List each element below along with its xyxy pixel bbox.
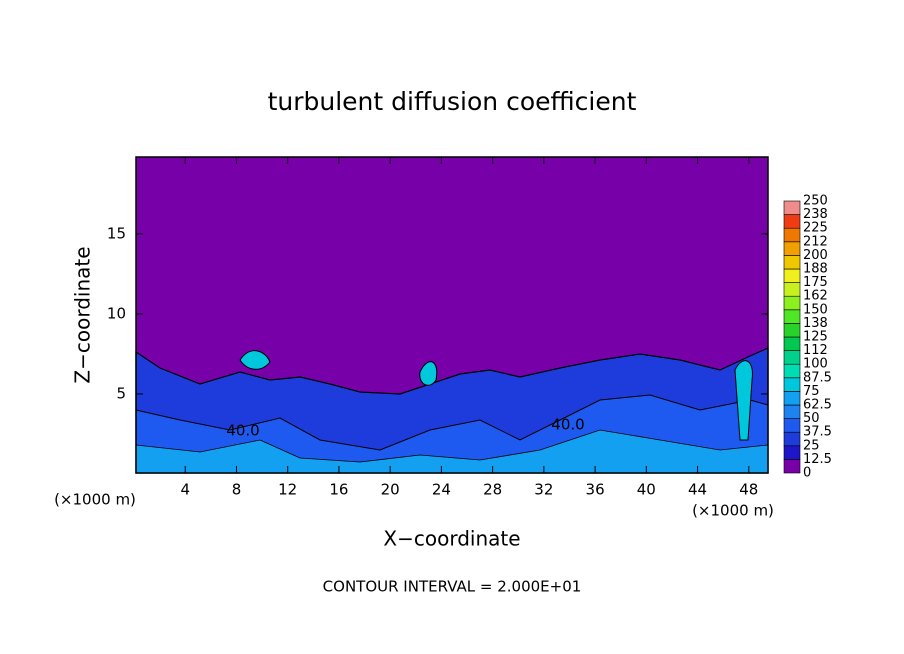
- colorbar-label: 212: [803, 234, 828, 249]
- colorbar-swatch: [783, 268, 801, 283]
- colorbar-swatch: [783, 459, 801, 474]
- colorbar-swatch: [783, 282, 801, 297]
- field: [135, 157, 769, 474]
- colorbar-swatch: [783, 295, 801, 311]
- x-unit-label: (×1000 m): [692, 502, 774, 520]
- contour-label: 40.0: [226, 422, 259, 440]
- colorbar-swatch: [783, 323, 801, 338]
- colorbar-swatch: [783, 214, 801, 229]
- colorbar-swatch: [783, 336, 801, 351]
- y-tick-label: 10: [107, 304, 126, 322]
- colorbar-label: 112: [803, 343, 828, 358]
- contour-label: 40.0: [551, 416, 584, 434]
- colorbar-swatch: [783, 241, 801, 256]
- colorbar-label: 250: [803, 194, 828, 209]
- colorbar-swatch: [783, 404, 801, 419]
- y-axis-label: Z−coordinate: [71, 246, 95, 383]
- y-tick-label: 5: [116, 384, 126, 402]
- colorbar-label: 125: [803, 330, 828, 345]
- field-blob: [239, 350, 753, 441]
- x-tick-label: 28: [483, 481, 502, 499]
- x-tick-label: 44: [688, 481, 707, 499]
- colorbar-swatch: [783, 445, 801, 460]
- colorbar-swatch: [783, 363, 801, 379]
- colorbar-swatch: [783, 255, 801, 270]
- x-tick-label: 48: [739, 481, 758, 499]
- y-unit-label: (×1000 m): [54, 491, 136, 509]
- plot-frame: [135, 156, 769, 474]
- x-tick-label: 36: [586, 481, 605, 499]
- colorbar-label: 87.5: [803, 370, 832, 385]
- colorbar-swatch: [783, 377, 801, 392]
- colorbar-label: 188: [803, 262, 828, 277]
- colorbar-label: 75: [803, 384, 820, 399]
- x-tick-label: 40: [637, 481, 656, 499]
- colorbar-swatch: [783, 350, 801, 365]
- colorbar-label: 25: [803, 438, 820, 453]
- colorbar-label: 37.5: [803, 425, 832, 440]
- x-tick-label: 8: [232, 481, 242, 499]
- x-tick-label: 24: [432, 481, 451, 499]
- colorbar-label: 200: [803, 248, 828, 263]
- x-tick-label: 4: [180, 481, 190, 499]
- colorbar-label: 162: [803, 289, 828, 304]
- x-tick-label: 16: [329, 481, 348, 499]
- x-axis-label: X−coordinate: [383, 527, 520, 551]
- x-tick-label: 32: [534, 481, 553, 499]
- x-tick-label: 20: [381, 481, 400, 499]
- colorbar-label: 138: [803, 316, 828, 331]
- colorbar-label: 0: [803, 466, 811, 481]
- colorbar-label: 100: [803, 357, 828, 372]
- y-tick-label: 15: [107, 224, 126, 242]
- colorbar-swatch: [783, 391, 801, 406]
- colorbar-swatch: [783, 431, 801, 447]
- colorbar-label: 62.5: [803, 398, 832, 413]
- colorbar-label: 175: [803, 275, 828, 290]
- colorbar-label: 50: [803, 411, 820, 426]
- colorbar-label: 238: [803, 207, 828, 222]
- colorbar-swatch: [783, 200, 801, 215]
- colorbar-swatch: [783, 309, 801, 324]
- colorbar-swatch: [783, 227, 801, 243]
- colorbar-label: 225: [803, 221, 828, 236]
- x-tick-label: 12: [278, 481, 297, 499]
- chart-title: turbulent diffusion coefficient: [268, 87, 637, 116]
- footnote: CONTOUR INTERVAL = 2.000E+01: [323, 578, 582, 596]
- colorbar-label: 12.5: [803, 452, 832, 467]
- colorbar-swatch: [783, 418, 801, 433]
- colorbar-label: 150: [803, 302, 828, 317]
